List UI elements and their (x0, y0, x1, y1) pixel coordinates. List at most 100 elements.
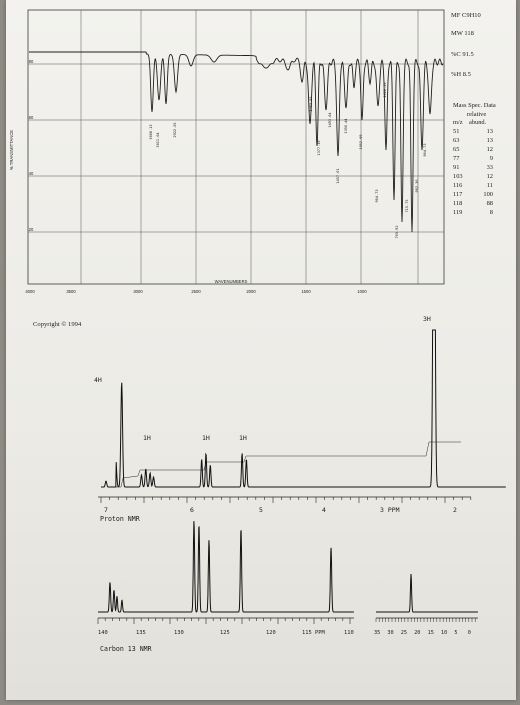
ir-spectrum: 80 60 40 20 4000 3500 3000 2500 2000 1500 1000 30… (9, 9, 445, 294)
mass-spec-abund-value: 88 (487, 200, 493, 207)
ir-peak-label: 1028.19 (383, 82, 387, 97)
ir-peak-label: 1052.69 (359, 134, 363, 149)
ir-plot-frame (27, 9, 445, 285)
copyright-text: Copyright © 1994 (33, 321, 82, 328)
carbon-nmr-inset-axis-label: 25 (401, 630, 407, 636)
mass-spec-relative-header: relative (467, 111, 486, 118)
ir-peak-label: 1493.04 (328, 112, 332, 127)
molecular-weight: MW 118 (451, 30, 474, 37)
ir-peak-label: 1453.85 (309, 96, 313, 111)
carbon-nmr-spectrum: 140 135 130 125 120 115 PPM 110 35 30 25 20 15 10 5 0… (97, 521, 478, 653)
mass-spec-mz-value: 63 (453, 137, 459, 144)
proton-nmr-axis-label: 5 (259, 506, 263, 514)
carbon-nmr-axis-label: 125 (220, 630, 230, 636)
ir-y-tick-label: 80 (29, 59, 34, 64)
carbon-nmr-curve (98, 521, 354, 613)
mass-spec-mz-value: 118 (453, 200, 462, 207)
mass-spec-abund-value: 8 (490, 209, 493, 216)
proton-nmr-integration-label: 4H (94, 376, 102, 384)
mass-spec-mz-value: 117 (453, 191, 463, 198)
carbon-nmr-inset-axis-label: 10 (441, 630, 447, 636)
mass-spec-abund-value: 13 (487, 128, 493, 135)
mass-spec-abund-value: 9 (490, 155, 493, 162)
carbon-nmr-axis-label: 120 (266, 630, 276, 636)
carbon-nmr-axis-label: 140 (98, 630, 108, 636)
percent-hydrogen: %H 8.5 (451, 71, 471, 78)
proton-nmr-label: Proton NMR (100, 515, 140, 523)
mass-spec-abund-value: 13 (487, 137, 493, 144)
carbon-nmr-inset-curve (376, 573, 478, 613)
ir-x-tick-label: 2500 (191, 289, 201, 294)
carbon-nmr-label: Carbon 13 NMR (100, 645, 152, 653)
ir-peak-label: 3008.13 (149, 124, 153, 139)
mass-spec-abund-header: abund. (469, 119, 487, 126)
ir-x-axis-label: WAVENUMBERS (215, 279, 248, 284)
ir-x-tick-label: 1000 (357, 289, 367, 294)
carbon-nmr-axis-label: 135 (136, 630, 146, 636)
ir-y-tick-label: 20 (29, 227, 34, 232)
ir-transmittance-curve (29, 51, 444, 233)
molecular-formula: MF C9H10 (451, 12, 481, 19)
carbon-nmr-inset-axis-label: 20 (414, 630, 420, 636)
carbon-nmr-inset-axis: 35 30 25 20 15 10 5 0 (374, 617, 478, 636)
proton-nmr-axis-label: 4 (322, 506, 326, 514)
ir-x-tick-label: 4000 (25, 289, 35, 294)
mass-spec-abund-value: 12 (487, 173, 493, 180)
ir-grid (27, 9, 445, 285)
ir-peak-label: 765.92 (395, 226, 399, 239)
ir-y-tick-label: 60 (29, 115, 34, 120)
mass-spec-abund-value: 12 (487, 146, 493, 153)
proton-nmr-integration-label: 1H (202, 434, 210, 442)
carbon-nmr-axis-label: 115 PPM (302, 630, 325, 636)
mass-spec-mz-header: m/z (453, 119, 463, 126)
ir-y-tick-labels: 80 60 40 20 (29, 59, 34, 232)
carbon-nmr-inset-axis-label: 30 (387, 630, 393, 636)
mass-spec-abund-value: 11 (487, 182, 493, 189)
ir-peak-label: 1350.44 (344, 118, 348, 133)
carbon-nmr-axis-label: 110 (344, 630, 354, 636)
ir-x-tick-label: 2000 (246, 289, 256, 294)
mass-spec-mz-value: 116 (453, 182, 462, 189)
proton-nmr-integration-label: 3H (423, 315, 431, 323)
carbon-nmr-inset-axis-label: 15 (428, 630, 434, 636)
percent-carbon: %C 91.5 (451, 51, 474, 58)
proton-nmr-axis-label: 6 (190, 506, 194, 514)
proton-nmr-integral-trace (114, 441, 461, 488)
ir-peak-label: 3011.04 (156, 132, 160, 147)
molecular-info: MF C9H10 MW 118 %C 91.5 %H 8.5 (451, 12, 481, 78)
ir-x-tick-label: 3500 (66, 289, 76, 294)
ir-peak-label: 904.73 (375, 190, 379, 203)
mass-spec-table: Mass Spec. Data relative m/z abund. 51 13… (453, 102, 496, 216)
ir-peak-label: 2922.55 (173, 122, 177, 137)
carbon-nmr-inset-axis-label: 0 (468, 630, 471, 636)
proton-nmr-integration-label: 1H (143, 434, 151, 442)
mass-spec-mz-value: 119 (453, 209, 462, 216)
carbon-nmr-inset-axis-label: 35 (374, 630, 380, 636)
mass-spec-mz-value: 65 (453, 146, 459, 153)
ir-y-axis-label: % TRANSMITTANCE (9, 130, 14, 170)
ir-x-tick-label: 1500 (301, 289, 311, 294)
proton-nmr-axis-label: 3 PPM (380, 506, 400, 514)
mass-spec-mz-value: 91 (453, 164, 459, 171)
ir-peak-label: 864.73 (423, 144, 427, 157)
ir-y-tick-label: 40 (29, 171, 34, 176)
proton-nmr-axis-label: 7 (104, 506, 108, 514)
proton-nmr-integration-labels: 3H 4H 1H 1H 1H (94, 315, 431, 442)
proton-nmr-curve (101, 329, 506, 488)
ir-peak-label: 715.75 (405, 200, 409, 213)
carbon-nmr-ppm-axis: 140 135 130 125 120 115 PPM 110 (97, 617, 354, 636)
carbon-nmr-inset-axis-label: 5 (454, 630, 457, 636)
mass-spec-mz-value: 51 (453, 128, 459, 135)
spectra-sheet: 80 60 40 20 4000 3500 3000 2500 2000 1500 1000 30… (6, 0, 516, 700)
proton-nmr-integration-label: 1H (239, 434, 247, 442)
proton-nmr-axis-label: 2 (453, 506, 457, 514)
ir-peak-label: 1457.61 (336, 168, 340, 183)
mass-spec-mz-value: 77 (453, 155, 460, 162)
ir-x-tick-label: 3000 (133, 289, 143, 294)
proton-nmr-ppm-axis: 7 6 5 4 3 PPM 2 (98, 496, 472, 514)
mass-spec-abund-value: 33 (487, 164, 493, 171)
mass-spec-mz-value: 103 (453, 173, 463, 180)
